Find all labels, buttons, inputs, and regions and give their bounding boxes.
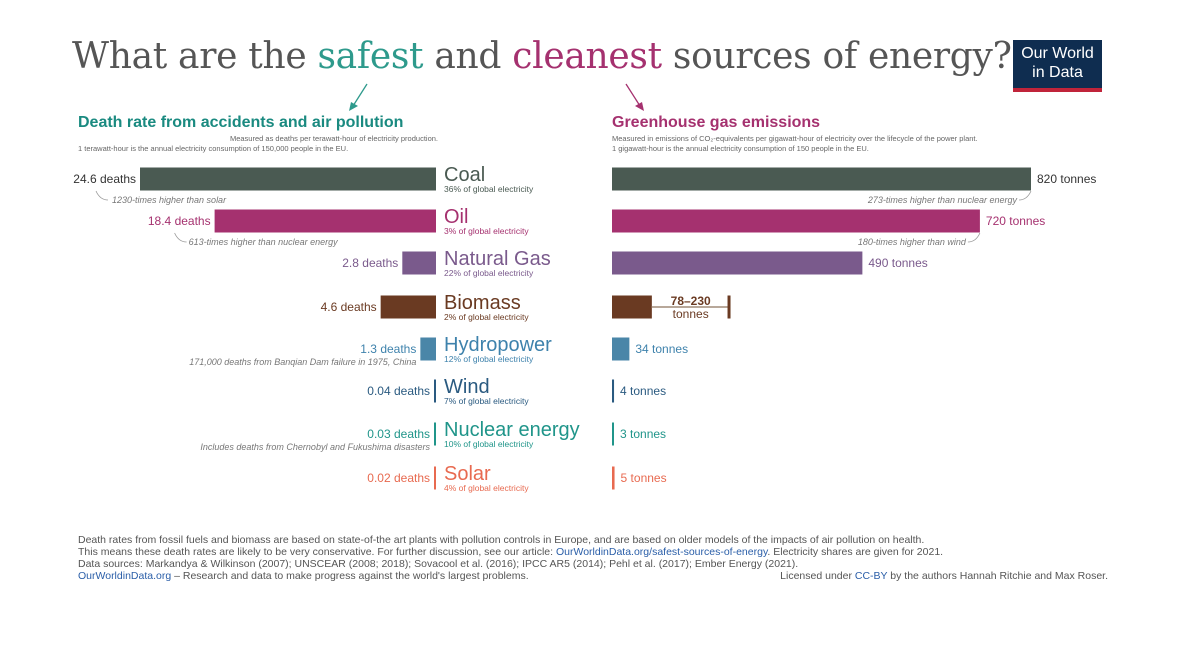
safest-arrow-icon <box>349 83 368 111</box>
death-bar-coal <box>140 167 436 191</box>
death-label-coal: 24.6 deaths <box>73 172 136 186</box>
death-label-solar: 0.02 deaths <box>367 471 430 485</box>
category-label-hydropower: Hydropower <box>444 334 552 356</box>
title-part1: What are the <box>72 36 318 77</box>
left-panel-subtitle-2: 1 terawatt-hour is the annual electricit… <box>78 144 349 153</box>
emission-label-natural-gas: 490 tonnes <box>868 256 927 270</box>
death-annotation-coal: 1230-times higher than solar <box>112 195 227 205</box>
category-label-wind: Wind <box>444 376 490 398</box>
emission-range-biomass <box>651 306 730 308</box>
emission-bar-biomass <box>612 295 652 319</box>
share-label-natural-gas: 22% of global electricity <box>444 268 534 278</box>
license-pre: Licensed under <box>780 570 855 582</box>
annotation-connector <box>95 190 109 201</box>
emission-bar-natural-gas <box>612 251 863 275</box>
page-title: What are the safest and cleanest sources… <box>72 36 1012 77</box>
emission-bar-oil <box>612 209 980 233</box>
death-bar-biomass <box>380 295 436 319</box>
cleanest-arrow-icon <box>625 83 644 111</box>
death-bar-wind <box>434 379 436 403</box>
category-label-coal: Coal <box>444 164 485 186</box>
title-safest: safest <box>317 36 424 77</box>
footer-line4: OurWorldinData.org – Research and data t… <box>78 570 1108 582</box>
owid-link[interactable]: OurWorldinData.org <box>78 570 172 582</box>
share-label-nuclear-energy: 10% of global electricity <box>444 439 534 449</box>
share-label-wind: 7% of global electricity <box>444 396 529 406</box>
annotation-connector <box>174 232 187 243</box>
emission-range-unit-biomass: tonnes <box>673 307 709 321</box>
owid-logo[interactable]: Our World in Data <box>1013 40 1102 92</box>
right-panel-subtitle: Measured in emissions of CO₂-equivalents… <box>612 134 978 143</box>
emission-bar-coal <box>612 167 1031 191</box>
right-panel-title: Greenhouse gas emissions <box>612 114 821 131</box>
category-label-natural-gas: Natural Gas <box>444 248 551 270</box>
emission-annotation-oil: 180-times higher than wind <box>858 237 967 247</box>
emission-label-hydropower: 34 tonnes <box>635 342 688 356</box>
left-panel-subtitle: Measured as deaths per terawatt-hour of … <box>229 134 438 143</box>
title-part3: sources of energy? <box>661 36 1012 77</box>
death-label-wind: 0.04 deaths <box>367 384 430 398</box>
annotation-connector <box>967 232 981 243</box>
emission-bar-nuclear-energy <box>612 422 614 446</box>
emission-range-cap-biomass <box>727 295 731 319</box>
death-annotation-oil: 613-times higher than nuclear energy <box>189 237 339 247</box>
footer-line2-end: . Electricity shares are given for 2021. <box>767 546 944 558</box>
title-cleanest: cleanest <box>512 36 662 77</box>
death-label-biomass: 4.6 deaths <box>321 300 377 314</box>
death-label-natural-gas: 2.8 deaths <box>342 256 398 270</box>
footer-tagline: – Research and data to make progress aga… <box>171 570 529 582</box>
death-annotation-hydropower: 171,000 deaths from Banqian Dam failure … <box>189 357 416 367</box>
emission-annotation-coal: 273-times higher than nuclear energy <box>867 195 1018 205</box>
footer-line2: This means these death rates are likely … <box>78 546 1108 558</box>
left-panel-title: Death rate from accidents and air pollut… <box>78 114 404 131</box>
emission-bar-solar <box>612 466 615 490</box>
emission-label-solar: 5 tonnes <box>621 471 667 485</box>
death-label-oil: 18.4 deaths <box>148 214 211 228</box>
license-post: by the authors Hannah Ritchie and Max Ro… <box>887 570 1108 582</box>
death-label-nuclear-energy: 0.03 deaths <box>367 427 430 441</box>
category-label-biomass: Biomass <box>444 292 521 314</box>
title-part2: and <box>423 36 513 77</box>
annotation-connector <box>1018 190 1032 201</box>
death-bar-oil <box>214 209 436 233</box>
emission-bar-hydropower <box>612 337 630 361</box>
emission-label-nuclear-energy: 3 tonnes <box>620 427 666 441</box>
category-label-solar: Solar <box>444 463 491 485</box>
death-label-hydropower: 1.3 deaths <box>360 342 416 356</box>
emission-label-oil: 720 tonnes <box>986 214 1045 228</box>
share-label-coal: 36% of global electricity <box>444 184 534 194</box>
category-label-nuclear-energy: Nuclear energy <box>444 419 580 441</box>
cc-by-link[interactable]: CC-BY <box>854 570 888 582</box>
footer: Death rates from fossil fuels and biomas… <box>78 534 1108 582</box>
logo-line2: in Data <box>1032 64 1083 81</box>
share-label-hydropower: 12% of global electricity <box>444 354 534 364</box>
emission-label-coal: 820 tonnes <box>1037 172 1096 186</box>
category-label-oil: Oil <box>444 206 468 228</box>
death-bar-natural-gas <box>402 251 436 275</box>
share-label-biomass: 2% of global electricity <box>444 312 529 322</box>
footer-line2-text: This means these death rates are likely … <box>78 546 556 558</box>
article-link[interactable]: OurWorldinData.org/safest-sources-of-ene… <box>555 546 768 558</box>
license-text: Licensed under CC-BY by the authors Hann… <box>780 570 1108 582</box>
logo-line1: Our World <box>1021 45 1094 62</box>
death-bar-nuclear-energy <box>434 422 436 446</box>
emission-label-wind: 4 tonnes <box>620 384 666 398</box>
death-bar-solar <box>434 466 436 490</box>
emission-bar-wind <box>612 379 615 403</box>
energy-chart: 24.6 deaths 1230-times higher than solar 1… <box>73 164 1096 493</box>
emission-range-label-biomass: 78–230 <box>671 294 711 308</box>
death-annotation-nuclear-energy: Includes deaths from Chernobyl and Fukus… <box>200 442 430 452</box>
footer-line1: Death rates from fossil fuels and biomas… <box>78 534 925 546</box>
death-bar-hydropower <box>420 337 436 361</box>
footer-line3: Data sources: Markandya & Wilkinson (200… <box>78 558 799 570</box>
right-panel-subtitle-2: 1 gigawatt-hour is the annual electricit… <box>612 144 869 153</box>
share-label-oil: 3% of global electricity <box>444 226 529 236</box>
share-label-solar: 4% of global electricity <box>444 483 529 493</box>
